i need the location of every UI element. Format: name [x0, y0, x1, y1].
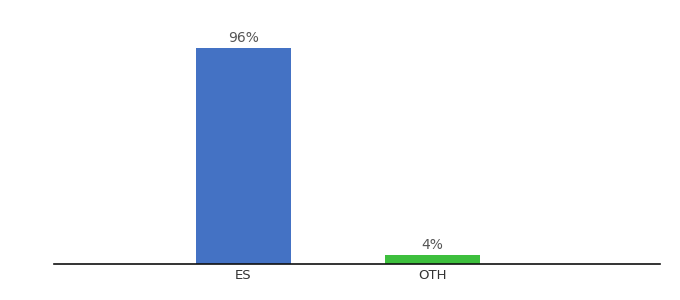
Text: 96%: 96%	[228, 31, 259, 45]
Bar	[197, 48, 291, 264]
Bar	[386, 255, 480, 264]
Text: 4%: 4%	[422, 238, 443, 252]
